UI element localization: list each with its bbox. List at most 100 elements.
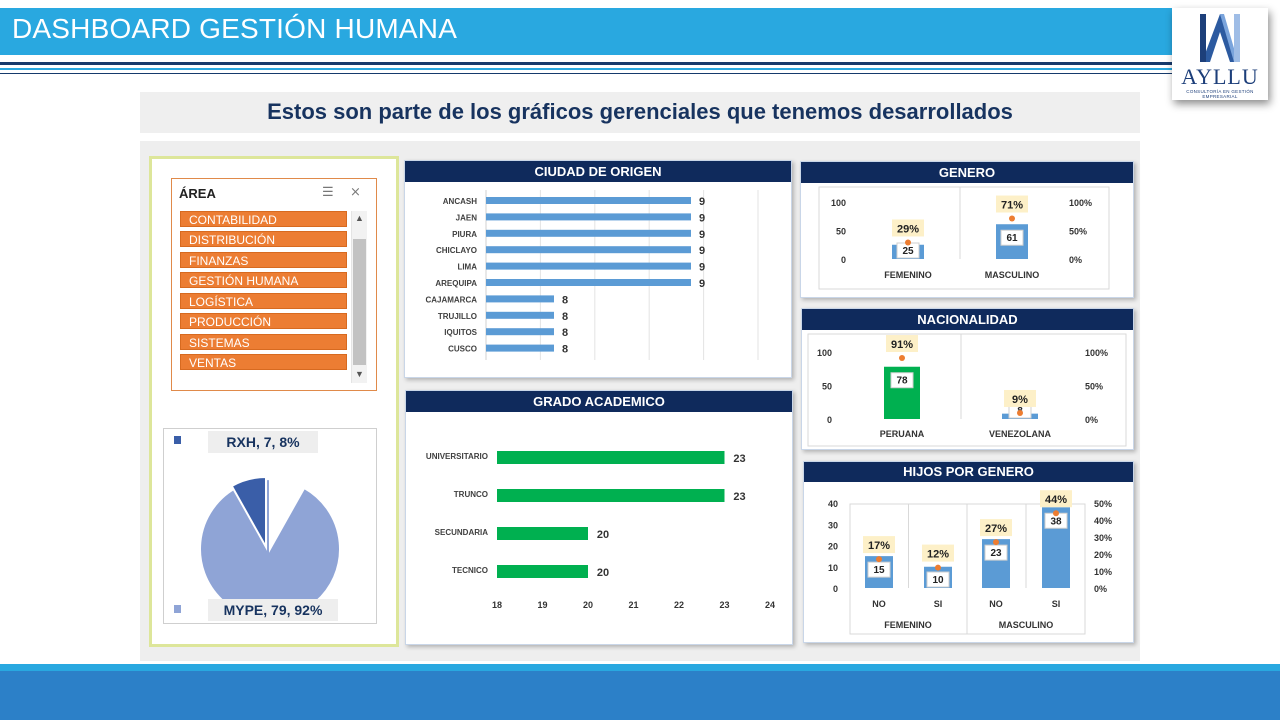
- genero-y-tick: 50: [836, 227, 846, 237]
- ciudad-value-label: 8: [562, 311, 568, 323]
- hijos-percent-label: 44%: [1045, 494, 1067, 506]
- slicer-item-produccion[interactable]: PRODUCCIÓN: [180, 313, 347, 329]
- ciudad-value-label: 8: [562, 294, 568, 306]
- grado-value-label: 23: [733, 491, 745, 503]
- nacionalidad-y-tick: 50: [822, 382, 832, 392]
- ciudad-value-label: 9: [699, 262, 705, 274]
- slicer-item-gestion-humana[interactable]: GESTIÓN HUMANA: [180, 272, 347, 288]
- nacionalidad-value-label: 78: [896, 376, 908, 387]
- hijos-category-label: NO: [989, 599, 1003, 609]
- grado-bar: [497, 527, 588, 540]
- hijos-group-label: FEMENINO: [884, 620, 932, 630]
- ciudad-category-label: CUSCO: [448, 345, 477, 354]
- genero-y2-tick: 0%: [1069, 255, 1082, 265]
- hijos-percent-label: 27%: [985, 523, 1007, 535]
- nacionalidad-category-label: VENEZOLANA: [989, 429, 1052, 439]
- grado-x-tick: 23: [719, 600, 729, 610]
- ciudad-bar: [486, 328, 554, 336]
- hijos-percent-label: 12%: [927, 549, 949, 561]
- ciudad-bar: [486, 295, 554, 303]
- genero-chart-svg: 0 50 100 0% 50% 100% 25 29% FEMENINO 61 71% MASCULI…: [818, 186, 1110, 290]
- pie-label-rxh: RXH, 7, 8%: [226, 434, 300, 450]
- multi-select-icon[interactable]: ☰: [322, 184, 334, 199]
- hijos-value-box: [926, 571, 950, 588]
- hijos-y-tick: 30: [828, 520, 838, 530]
- grado-bar: [497, 489, 725, 502]
- hijos-chart-panel: HIJOS POR GENERO 0 10 20 30 40 0% 10% 20% 30% 40%…: [803, 461, 1134, 643]
- grado-value-label: 23: [733, 453, 745, 465]
- slicer-title: ÁREA: [179, 186, 216, 201]
- nacionalidad-percent-label: 91%: [891, 339, 913, 351]
- ciudad-bar: [486, 344, 554, 352]
- hijos-y2-tick: 0%: [1094, 584, 1107, 594]
- ciudad-chart-title: CIUDAD DE ORIGEN: [405, 161, 791, 182]
- ciudad-value-label: 9: [699, 229, 705, 241]
- ciudad-bar: [486, 262, 691, 270]
- genero-percent-label: 71%: [1001, 200, 1023, 212]
- ciudad-category-label: CHICLAYO: [436, 246, 477, 255]
- pie-slice-mype: [199, 477, 341, 620]
- hijos-value-box: [984, 544, 1008, 561]
- genero-value-label: 25: [902, 246, 914, 257]
- hijos-percent-label: 17%: [868, 540, 890, 552]
- page-title: DASHBOARD GESTIÓN HUMANA: [12, 13, 458, 44]
- ciudad-category-label: AREQUIPA: [435, 279, 477, 288]
- slicer-item-finanzas[interactable]: FINANZAS: [180, 252, 347, 268]
- nacionalidad-category-label: PERUANA: [880, 429, 925, 439]
- ciudad-bar: [486, 246, 691, 254]
- ciudad-category-label: LIMA: [457, 263, 477, 272]
- nacionalidad-y2-tick: 100%: [1085, 348, 1108, 358]
- hijos-percent-marker: [935, 564, 941, 571]
- slicer-item-sistemas[interactable]: SISTEMAS: [180, 334, 347, 350]
- slicer-scrollbar[interactable]: ▲ ▼: [351, 211, 367, 383]
- hijos-y2-tick: 10%: [1094, 567, 1112, 577]
- grado-chart-title: GRADO ACADEMICO: [406, 391, 792, 412]
- grado-x-tick: 19: [537, 600, 547, 610]
- genero-chart-title: GENERO: [801, 162, 1133, 183]
- nacionalidad-percent-box: [886, 335, 918, 353]
- ciudad-chart-panel: CIUDAD DE ORIGEN ANCASH 9 JAEN 9 PIURA 9 CHICL…: [404, 160, 792, 378]
- grado-category-label: TECNICO: [452, 566, 488, 575]
- nacionalidad-percent-marker: [1017, 409, 1023, 416]
- hijos-y2-tick: 30%: [1094, 533, 1112, 543]
- ciudad-value-label: 8: [562, 327, 568, 339]
- scroll-thumb[interactable]: [353, 239, 366, 365]
- scroll-up-icon[interactable]: ▲: [355, 213, 364, 223]
- empresa-pie-chart: RXH, 7, 8% MYPE, 79, 92%: [163, 428, 377, 624]
- slicer-item-ventas[interactable]: VENTAS: [180, 354, 347, 370]
- genero-percent-label: 29%: [897, 223, 919, 235]
- ciudad-chart-svg: ANCASH 9 JAEN 9 PIURA 9 CHICLAYO 9 LIMA 9 AREQUIPA…: [425, 190, 759, 360]
- ciudad-bar: [486, 311, 554, 319]
- hijos-percent-marker: [876, 556, 882, 563]
- subtitle-banner: Estos son parte de los gráficos gerencia…: [140, 92, 1140, 133]
- hijos-percent-box: [980, 519, 1012, 537]
- hijos-category-label: NO: [872, 599, 886, 609]
- slicer-item-logistica[interactable]: LOGÍSTICA: [180, 293, 347, 309]
- header-divider: [0, 62, 1172, 65]
- hijos-percent-box: [1040, 490, 1072, 508]
- genero-plot-frame: [818, 186, 1110, 290]
- slicer-item-contabilidad[interactable]: CONTABILIDAD: [180, 211, 347, 227]
- genero-value-box: [1000, 229, 1024, 246]
- ciudad-category-label: JAEN: [456, 213, 478, 222]
- nacionalidad-chart-title: NACIONALIDAD: [802, 309, 1133, 330]
- nacionalidad-plot-frame: [807, 333, 1127, 447]
- hijos-value-label: 38: [1050, 516, 1062, 527]
- scroll-down-icon[interactable]: ▼: [355, 369, 364, 379]
- slicer-item-distribucion[interactable]: DISTRIBUCIÓN: [180, 231, 347, 247]
- genero-y-tick: 0: [841, 255, 846, 265]
- logo-tagline: CONSULTORÍA EN GESTIÓN EMPRESARIAL: [1186, 89, 1254, 99]
- genero-percent-marker: [1009, 215, 1015, 222]
- hijos-value-label: 10: [932, 575, 944, 586]
- hijos-percent-marker: [993, 539, 999, 546]
- ciudad-category-label: ANCASH: [443, 197, 477, 206]
- pie-label-bg-rxh: [208, 431, 318, 453]
- clear-filter-icon[interactable]: ⨯: [350, 184, 361, 199]
- hijos-percent-marker: [1053, 510, 1059, 517]
- ciudad-category-label: CAJAMARCA: [425, 295, 477, 304]
- hijos-category-label: SI: [934, 599, 943, 609]
- ciudad-value-label: 9: [699, 245, 705, 257]
- area-slicer[interactable]: ÁREA ☰ ⨯ CONTABILIDAD DISTRIBUCIÓN FINAN…: [171, 178, 377, 391]
- hijos-percent-box: [863, 536, 895, 554]
